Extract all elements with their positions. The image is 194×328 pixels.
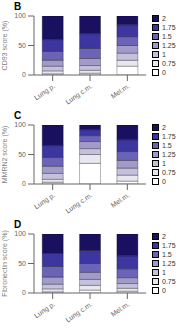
html-text:0.75: 0.75	[162, 60, 176, 67]
html-text:0: 0	[162, 178, 166, 185]
html-text:2: 2	[162, 15, 166, 22]
html-text:B: B	[14, 1, 22, 12]
html-text:1.5: 1.5	[162, 33, 172, 40]
svg-text:50: 50	[18, 42, 26, 49]
html-text:1: 1	[162, 51, 166, 58]
svg-text:Lung c.m.: Lung c.m.	[64, 191, 94, 215]
svg-text:0: 0	[22, 71, 26, 78]
html-text:1.75: 1.75	[162, 133, 176, 140]
html-text:1.5: 1.5	[162, 142, 172, 149]
html-text:0: 0	[162, 287, 166, 294]
html-text:1.75: 1.75	[162, 24, 176, 31]
html-text:C: C	[14, 110, 22, 121]
svg-text:100: 100	[14, 230, 26, 237]
svg-text:MMRN2 score (%): MMRN2 score (%)	[1, 126, 9, 184]
svg-text:Lung c.m.: Lung c.m.	[64, 300, 94, 324]
html-text:1: 1	[162, 269, 166, 276]
svg-text:Mel.m.: Mel.m.	[110, 191, 131, 209]
html-text:1.25: 1.25	[162, 42, 176, 49]
svg-text:Lung p.: Lung p.	[33, 191, 57, 211]
html-text:0.75: 0.75	[162, 278, 176, 285]
html-text:1.25: 1.25	[162, 260, 176, 267]
html-text:0.75: 0.75	[162, 169, 176, 176]
html-text:1.5: 1.5	[162, 251, 172, 258]
svg-text:50: 50	[18, 151, 26, 158]
svg-text:Mel.m.: Mel.m.	[110, 82, 131, 100]
svg-text:Lung p.: Lung p.	[33, 300, 57, 320]
svg-text:100: 100	[14, 121, 26, 128]
html-text:0: 0	[162, 69, 166, 76]
svg-text:0: 0	[22, 180, 26, 187]
svg-text:Lung p.: Lung p.	[33, 82, 57, 102]
html-text:2: 2	[162, 233, 166, 240]
svg-text:Lung c.m.: Lung c.m.	[64, 82, 94, 106]
svg-text:0: 0	[22, 289, 26, 296]
html-text:1.75: 1.75	[162, 242, 176, 249]
svg-text:100: 100	[14, 12, 26, 19]
html-text:1: 1	[162, 160, 166, 167]
html-text:2: 2	[162, 124, 166, 131]
html-text:D: D	[14, 219, 22, 230]
svg-text:CD93 score (%): CD93 score (%)	[1, 21, 9, 71]
svg-text:Mel.m.: Mel.m.	[110, 300, 131, 318]
svg-text:Fibronectin score (%): Fibronectin score (%)	[1, 230, 9, 297]
svg-text:50: 50	[18, 260, 26, 267]
html-text:1.25: 1.25	[162, 151, 176, 158]
